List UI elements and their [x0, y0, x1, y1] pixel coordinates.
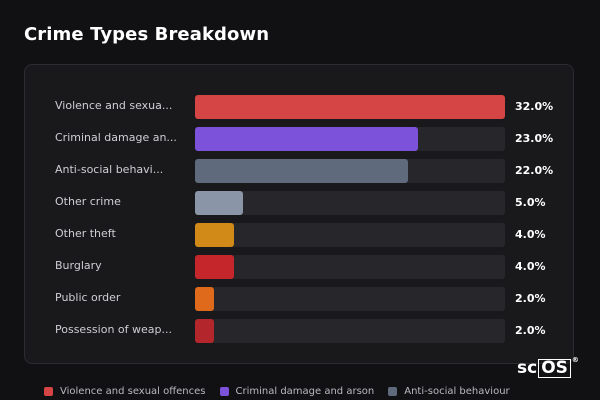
bar[interactable]: [195, 287, 215, 311]
bar[interactable]: [195, 255, 234, 279]
bar-row: Possession of weap... 2.0%: [25, 319, 575, 343]
logo-registered-mark: ®: [571, 356, 579, 364]
bar-track: [195, 159, 505, 183]
bar[interactable]: [195, 95, 505, 119]
bar[interactable]: [195, 159, 409, 183]
legend-item[interactable]: Anti-social behaviour: [388, 386, 510, 397]
legend-item[interactable]: Criminal damage and arson: [219, 386, 375, 397]
logo-text-sc: sc: [517, 358, 538, 378]
bar-value-label: 22.0%: [515, 164, 554, 177]
bar-row: Violence and sexua... 32.0%: [25, 95, 575, 119]
bar-category-label: Violence and sexua...: [55, 99, 173, 112]
bar-track: [195, 191, 505, 215]
bar-category-label: Anti-social behavi...: [55, 163, 164, 176]
bar-row: Criminal damage an... 23.0%: [25, 127, 575, 151]
bar-category-label: Other theft: [55, 227, 116, 240]
bar-value-label: 2.0%: [515, 324, 546, 337]
bar-value-label: 23.0%: [515, 132, 554, 145]
bar-track: [195, 287, 505, 311]
bar[interactable]: [195, 223, 234, 247]
bar-value-label: 4.0%: [515, 260, 546, 273]
chart-legend: Violence and sexual offences Criminal dam…: [44, 386, 524, 397]
bar-track: [195, 127, 505, 151]
bar-category-label: Public order: [55, 291, 121, 304]
bar-category-label: Other crime: [55, 195, 121, 208]
bar[interactable]: [195, 127, 418, 151]
bar-value-label: 4.0%: [515, 228, 546, 241]
legend-swatch: [388, 387, 398, 396]
bar-track: [195, 95, 505, 119]
bar-row: Anti-social behavi... 22.0%: [25, 159, 575, 183]
bar-value-label: 5.0%: [515, 196, 546, 209]
bar-row: Public order 2.0%: [25, 287, 575, 311]
legend-swatch: [44, 387, 53, 396]
bar-value-label: 2.0%: [515, 292, 546, 305]
bar-category-label: Burglary: [55, 259, 102, 272]
scos-logo: sc OS ®: [517, 356, 579, 378]
legend-label: Violence and sexual offences: [60, 386, 206, 397]
bar-track: [195, 319, 505, 343]
legend-swatch: [219, 387, 229, 396]
chart-card: Violence and sexua... 32.0% Criminal damag…: [24, 64, 574, 364]
legend-label: Criminal damage and arson: [235, 386, 375, 397]
bar-category-label: Possession of weap...: [55, 323, 172, 336]
bar[interactable]: [195, 191, 244, 215]
bar-track: [195, 255, 505, 279]
legend-label: Anti-social behaviour: [404, 386, 510, 397]
bar-track: [195, 223, 505, 247]
bar-row: Other crime 5.0%: [25, 191, 575, 215]
bar-category-label: Criminal damage an...: [55, 131, 177, 144]
chart-title: Crime Types Breakdown: [24, 24, 270, 45]
logo-text-os: OS: [538, 358, 571, 378]
bar[interactable]: [195, 319, 215, 343]
bar-row: Burglary 4.0%: [25, 255, 575, 279]
bar-value-label: 32.0%: [515, 100, 554, 113]
bar-row: Other theft 4.0%: [25, 223, 575, 247]
legend-item[interactable]: Violence and sexual offences: [44, 386, 206, 397]
